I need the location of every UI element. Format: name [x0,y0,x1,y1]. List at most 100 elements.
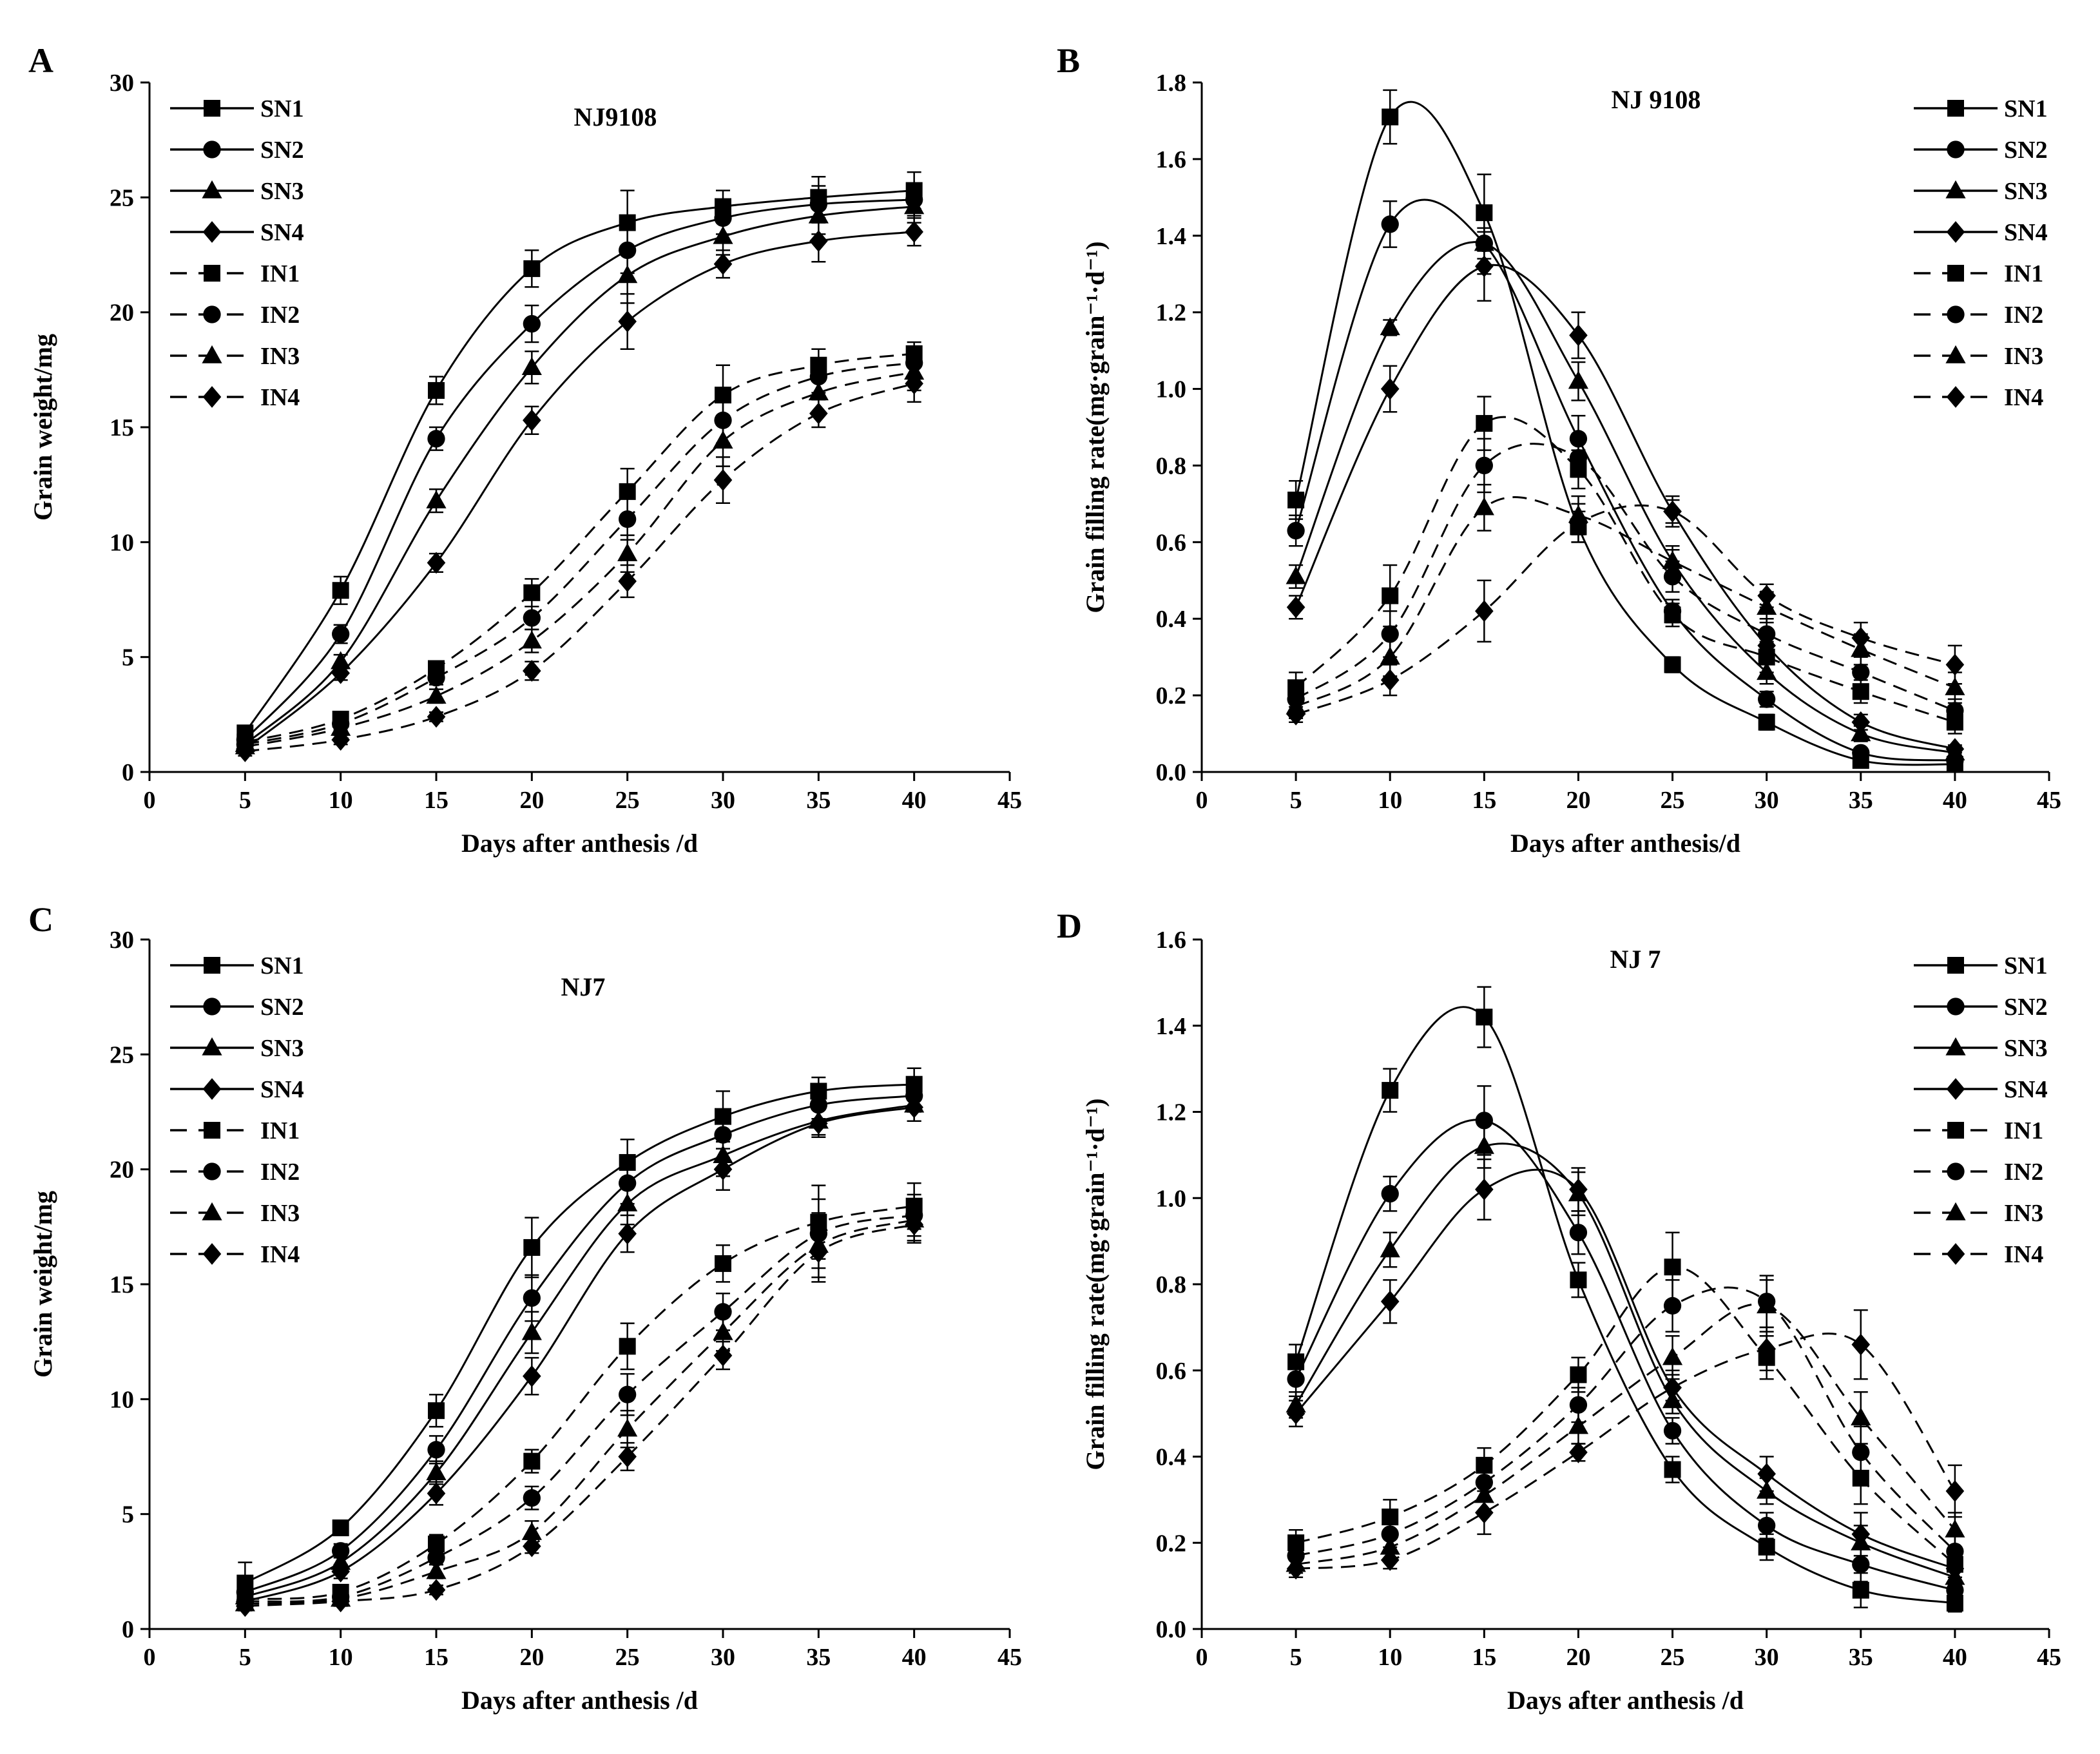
y-tick-label: 20 [110,300,134,327]
legend-entry: IN1 [2004,1117,2043,1144]
x-tick-label: 35 [1849,787,1873,814]
data-point [808,382,829,401]
series-line [1295,1266,1956,1565]
y-tick-label: 0 [122,759,134,786]
data-point [331,651,351,670]
series-sn2 [1287,1085,1964,1600]
panel-b: B NJ 9108 0 5 10 15 20 25 30 35 40 45 0.0 0.2 0.4 0.6 0.… [1057,41,2061,858]
x-tick-label: 25 [615,787,640,814]
data-point [523,1535,541,1557]
data-point [618,570,637,592]
x-tick-label: 20 [519,787,544,814]
x-tick-label: 35 [1849,1644,1873,1671]
data-point [618,1222,637,1245]
data-point [1569,324,1588,347]
x-tick-label: 40 [1943,787,1967,814]
series-line [245,1219,915,1605]
legend-entry: IN2 [260,1159,300,1186]
legend-marker [1946,1243,1965,1265]
data-point [905,372,923,395]
y-tick-label: 1.6 [1156,927,1187,954]
data-point [523,1289,541,1307]
data-point [521,1322,542,1340]
data-point [427,552,446,574]
legend-entry: IN4 [260,1241,300,1268]
legend-marker [202,1202,222,1220]
data-point [426,1561,447,1579]
x-tick-label: 0 [144,1644,156,1671]
data-point [1476,1008,1493,1026]
legend-marker [203,305,221,323]
data-point [1475,1178,1494,1200]
data-point [1758,648,1775,666]
panel-c: C NJ7 0 5 10 15 20 25 30 35 40 45 0 5 10 15 20 25 30 Days a… [28,900,1022,1715]
legend-entry: SN3 [2004,1035,2048,1062]
data-point [1569,1441,1588,1463]
series-line [244,189,914,734]
chart-title: NJ9108 [574,102,657,131]
x-tick-label: 30 [711,1644,735,1671]
chart-title: NJ 7 [1610,945,1661,974]
data-point [808,205,829,224]
legend-marker [202,1243,222,1265]
x-tick-label: 0 [1196,1644,1208,1671]
legend-marker [204,1122,220,1139]
series-line [245,371,915,748]
y-tick-label: 1.8 [1156,70,1187,97]
legend-marker [204,265,220,282]
data-point [428,1402,445,1420]
y-tick-label: 30 [110,70,134,97]
data-point [1475,255,1494,278]
legend-entry: IN2 [260,302,300,329]
x-tick-label: 45 [997,1644,1022,1671]
series-line [1295,443,1956,712]
data-point [236,1595,255,1617]
data-point [427,669,445,687]
data-point [332,1519,349,1537]
data-point [523,409,541,432]
series-line [244,198,914,741]
legend-entry: SN4 [2004,1076,2048,1103]
series-line [244,352,914,744]
data-point [905,220,923,243]
series-in4 [236,1205,923,1617]
data-point [713,430,733,449]
data-point [523,314,541,333]
data-point [521,630,542,649]
data-point [1758,1538,1775,1556]
data-point [617,1418,638,1437]
data-point [1286,1557,1305,1580]
x-tick-label: 10 [329,1644,353,1671]
x-tick-label: 5 [239,1644,251,1671]
x-tick-label: 15 [424,1644,448,1671]
legend-marker [1947,957,1964,974]
data-point [1475,456,1493,475]
y-tick-label: 5 [122,644,134,671]
x-tick-label: 10 [1378,787,1402,814]
series-in4 [1286,1309,1965,1580]
data-point [905,1096,923,1119]
data-point [332,625,350,643]
legend-marker [1947,997,1965,1016]
x-axis-label: Days after anthesis /d [461,829,698,858]
data-point [332,582,349,599]
data-point [1381,1184,1399,1203]
series-line [1295,101,1955,766]
data-point [1380,1549,1400,1571]
data-point [523,1365,541,1387]
series-line [245,382,915,753]
x-tick-label: 15 [1472,787,1496,814]
data-point [523,1238,541,1256]
legend-entry: SN2 [260,137,304,164]
series-line [1295,496,1956,708]
data-point [905,1213,923,1236]
data-point [1380,646,1400,665]
legend-marker [1946,221,1965,243]
legend-entry: IN2 [2004,302,2043,329]
legend-entry: SN1 [2004,952,2048,979]
data-point [1380,378,1400,400]
x-tick-label: 40 [1943,1644,1967,1671]
data-point [1851,1523,1871,1545]
y-axis-label: Grain filling rate(mg·grain⁻¹·d⁻¹) [1081,241,1110,613]
data-point [1663,1376,1682,1399]
